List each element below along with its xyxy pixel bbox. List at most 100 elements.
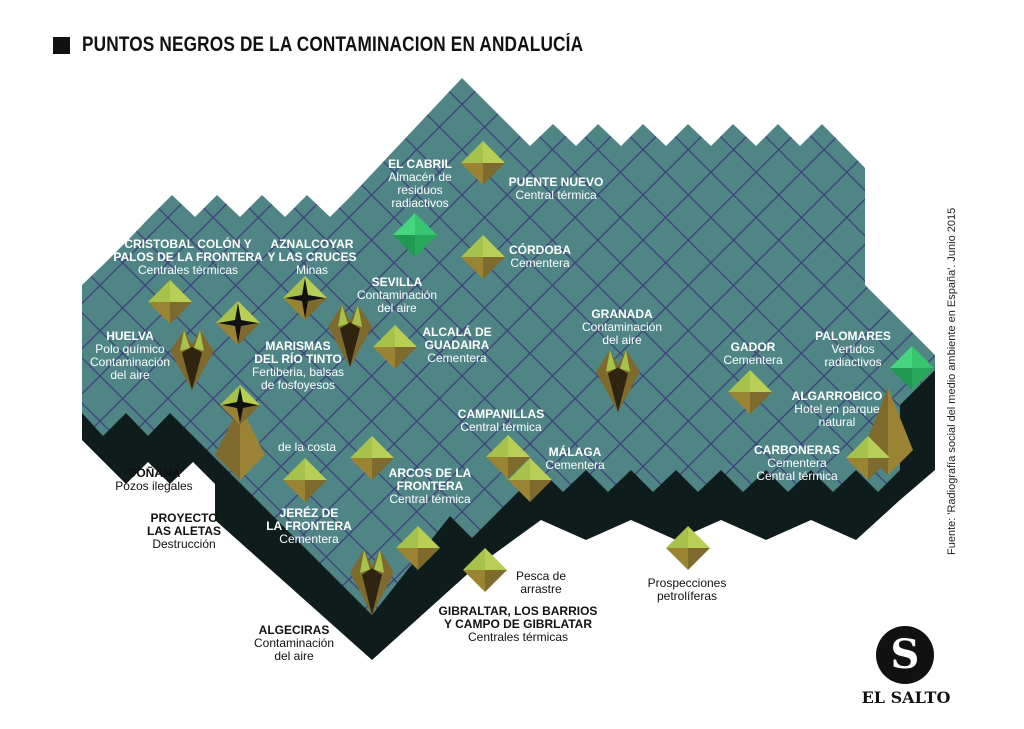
pyramid-marker	[372, 458, 394, 480]
location-name: AZNALCOYAR	[270, 237, 354, 251]
pyramid-marker	[463, 570, 485, 592]
location-label: GADOR Cementera	[723, 341, 782, 367]
pyramid-marker	[486, 457, 508, 479]
pyramid-marker	[463, 548, 485, 570]
pyramid-marker	[148, 302, 170, 324]
location-label: Pesca de arrastre	[516, 570, 566, 596]
location-description: Fertiberia, balsas	[251, 365, 345, 379]
location-description: Contaminación	[356, 288, 438, 302]
location-name: ALGECIRAS	[258, 623, 330, 637]
location-name: Y LAS CRUCES	[267, 250, 357, 264]
title-text: PUNTOS NEGROS DE LA CONTAMINACION EN AND…	[82, 33, 584, 56]
air-pollution-marker	[338, 305, 348, 327]
pyramid-marker	[486, 435, 508, 457]
pyramid-marker	[283, 480, 305, 502]
pyramid-marker	[305, 458, 327, 480]
el-salto-logo: S	[876, 626, 934, 684]
pyramid-marker	[868, 436, 890, 458]
location-description: radiactivos	[824, 355, 882, 369]
pyramid-marker	[283, 276, 305, 298]
pyramid-marker	[461, 257, 483, 279]
pyramid-marker	[350, 458, 372, 480]
mine-star-marker	[222, 387, 258, 423]
pyramid-marker	[508, 480, 530, 502]
pyramid-marker	[373, 325, 395, 347]
location-name: CÓRDOBA	[509, 243, 571, 257]
location-description: Prospecciones	[647, 576, 727, 590]
location-label: HUELVA Polo químico Contaminación del aire	[90, 330, 170, 382]
pyramid-marker	[283, 298, 305, 320]
location-description: natural	[818, 415, 856, 429]
location-label: PROYECTO LAS ALETAS Destrucción	[147, 512, 221, 551]
pyramid-marker	[418, 548, 440, 570]
pyramid-marker	[283, 458, 305, 480]
location-description: Pesca de	[515, 569, 567, 583]
pyramid-marker	[238, 323, 260, 345]
tall-spike-marker	[888, 388, 913, 475]
pyramid-marker	[846, 436, 868, 458]
pyramid-marker	[750, 392, 772, 414]
location-label: CRISTOBAL COLÓN Y PALOS DE LA FRONTERA Cen…	[113, 238, 262, 277]
tall-spike-marker	[215, 405, 240, 480]
location-name: JERÉZ DE	[279, 506, 339, 520]
pyramid-marker	[666, 526, 688, 548]
mine-star-marker	[285, 278, 325, 318]
air-pollution-marker	[182, 346, 202, 390]
pyramid-marker	[868, 458, 890, 480]
pyramid-marker	[846, 458, 868, 480]
location-description: Minas	[295, 263, 329, 277]
location-name: ARCOS DE LA	[388, 466, 472, 480]
pyramid-marker	[396, 548, 418, 570]
location-label: Prospecciones petrolíferas	[648, 577, 727, 603]
pyramid-marker	[220, 405, 240, 425]
location-label: MARISMAS DEL RÍO TINTO Fertiberia, balsas d…	[252, 340, 344, 392]
air-pollution-marker	[360, 550, 370, 573]
location-name: MÁLAGA	[548, 445, 602, 459]
location-description: arrastre	[520, 582, 562, 596]
pyramid-marker	[216, 301, 238, 323]
pyramid-marker	[372, 436, 394, 458]
pyramid-marker	[508, 457, 530, 479]
pyramid-marker	[238, 301, 260, 323]
pyramid-marker	[483, 235, 505, 257]
air-pollution-marker	[352, 305, 362, 327]
pyramid-marker	[483, 163, 505, 185]
location-label: MÁLAGA Cementera	[545, 446, 604, 472]
location-description: Central térmica	[756, 469, 838, 483]
location-label: DOÑANA Pozos ilegales	[115, 467, 192, 493]
air-pollution-marker	[180, 330, 190, 351]
location-name: CAMPANILLAS	[457, 407, 545, 421]
pyramid-marker	[240, 405, 260, 425]
location-name: EL CABRIL	[388, 157, 452, 171]
location-description: Cementera	[767, 456, 827, 470]
radioactive-site-marker	[912, 368, 934, 390]
pyramid-marker	[395, 347, 417, 369]
title-square-icon	[53, 36, 70, 54]
location-name: GRANADA	[591, 307, 653, 321]
location-name: DEL RÍO TINTO	[254, 352, 342, 366]
pyramid-marker	[750, 370, 772, 392]
location-name: DOÑANA	[127, 466, 181, 480]
air-pollution-marker	[340, 322, 360, 367]
location-name: ALGARROBICO	[791, 389, 883, 403]
location-description: Polo químico	[95, 342, 165, 356]
air-pollution-marker	[194, 330, 204, 351]
location-label: CAMPANILLAS Central térmica	[458, 408, 544, 434]
pyramid-marker	[395, 325, 417, 347]
location-description: Cementera	[545, 458, 605, 472]
pyramid-marker	[485, 570, 507, 592]
location-label: JERÉZ DE LA FRONTERA Cementera	[266, 507, 352, 546]
pyramid-marker	[373, 347, 395, 369]
mine-star-marker	[218, 303, 258, 343]
location-description: del aire	[377, 301, 417, 315]
location-label: SEVILLA Contaminación del aire	[357, 276, 437, 315]
location-description: Vertidos	[831, 342, 875, 356]
pyramid-marker	[728, 370, 750, 392]
pyramid-marker	[148, 280, 170, 302]
location-label: ALGECIRAS Contaminación del aire	[254, 624, 334, 663]
pyramid-marker	[530, 480, 552, 502]
location-description: Central térmica	[460, 420, 542, 434]
location-description: petrolíferas	[656, 589, 718, 603]
